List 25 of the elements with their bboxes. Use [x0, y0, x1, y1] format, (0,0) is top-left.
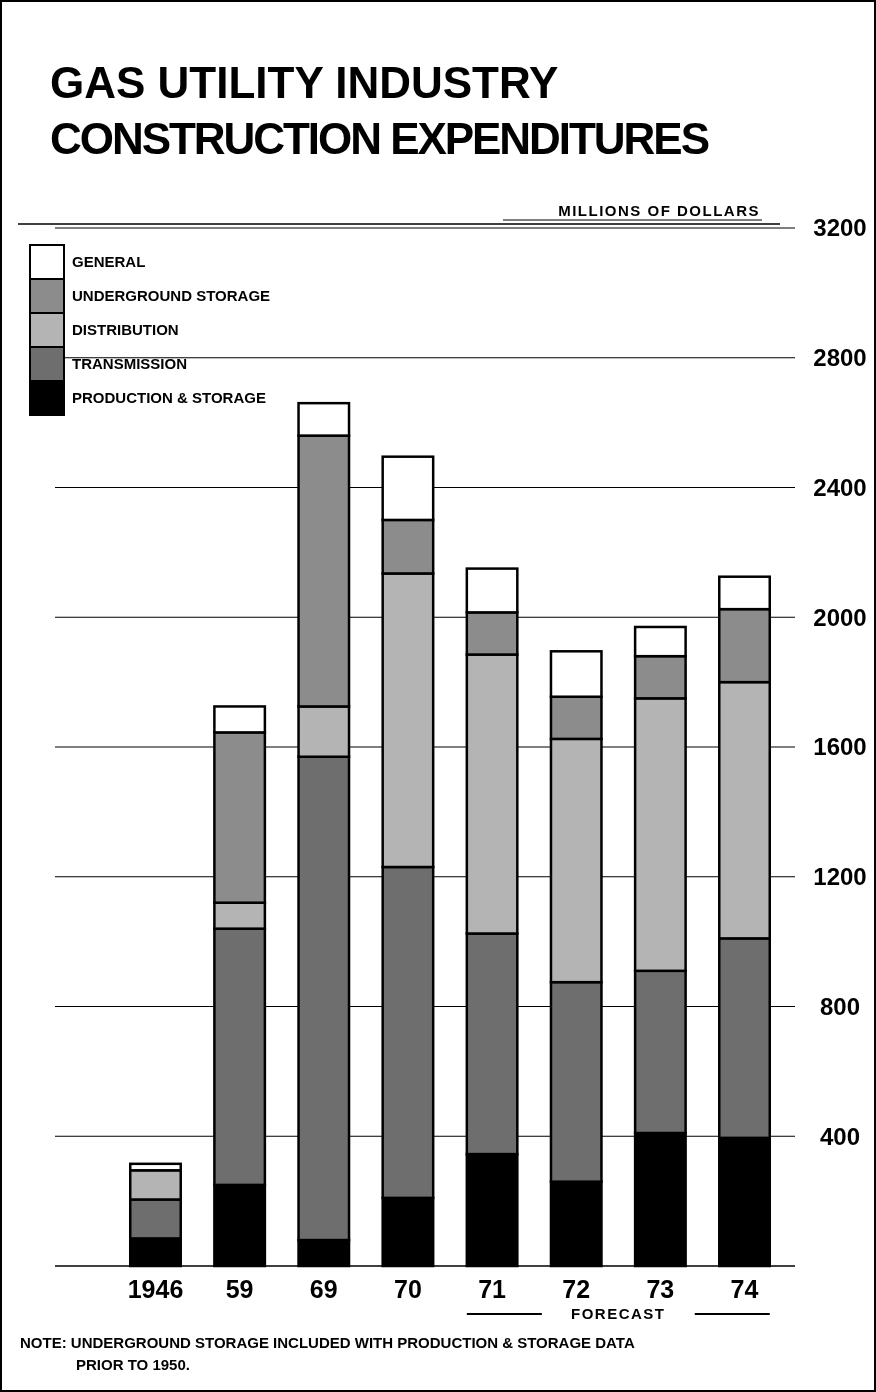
x-tick-label: 72 — [562, 1275, 591, 1303]
x-tick-label: 73 — [646, 1275, 675, 1303]
y-tick-label: 1200 — [813, 863, 867, 891]
y-tick-label: 1600 — [813, 733, 867, 761]
text: NOTE: UNDERGROUND STORAGE INCLUDED WITH PRODUCTION & STORAGE DATA PRIOR TO 1950. — [20, 1334, 635, 1373]
x-tick-label: 1946 — [127, 1275, 184, 1303]
chart-title: GAS UTILITY INDUSTRY CONSTRUCTION EXPENDITURES — [50, 58, 710, 163]
y-tick-label: 400 — [819, 1122, 861, 1150]
y-axis-title: MILLIONS OF DOLLARS — [558, 202, 760, 219]
y-tick-label: 800 — [819, 992, 861, 1020]
y-tick-label: 2000 — [813, 603, 867, 631]
y-tick-label: 3200 — [813, 214, 867, 242]
legend-label: TRANSMISSION — [72, 355, 188, 373]
legend-label: PRODUCTION & STORAGE — [72, 389, 266, 407]
text: FORECAST — [571, 1305, 666, 1323]
x-tick-label: 70 — [394, 1275, 422, 1303]
x-tick-label: 74 — [730, 1275, 759, 1303]
legend-label: GENERAL — [72, 253, 146, 271]
x-tick-label: 69 — [309, 1275, 338, 1303]
y-tick-label: 2400 — [813, 473, 867, 501]
y-tick-label: 2800 — [813, 344, 867, 372]
x-tick-label: 59 — [225, 1275, 254, 1303]
x-tick-label: 71 — [478, 1275, 507, 1303]
legend-label: UNDERGROUND STORAGE — [72, 287, 271, 305]
legend-label: DISTRIBUTION — [72, 321, 179, 339]
